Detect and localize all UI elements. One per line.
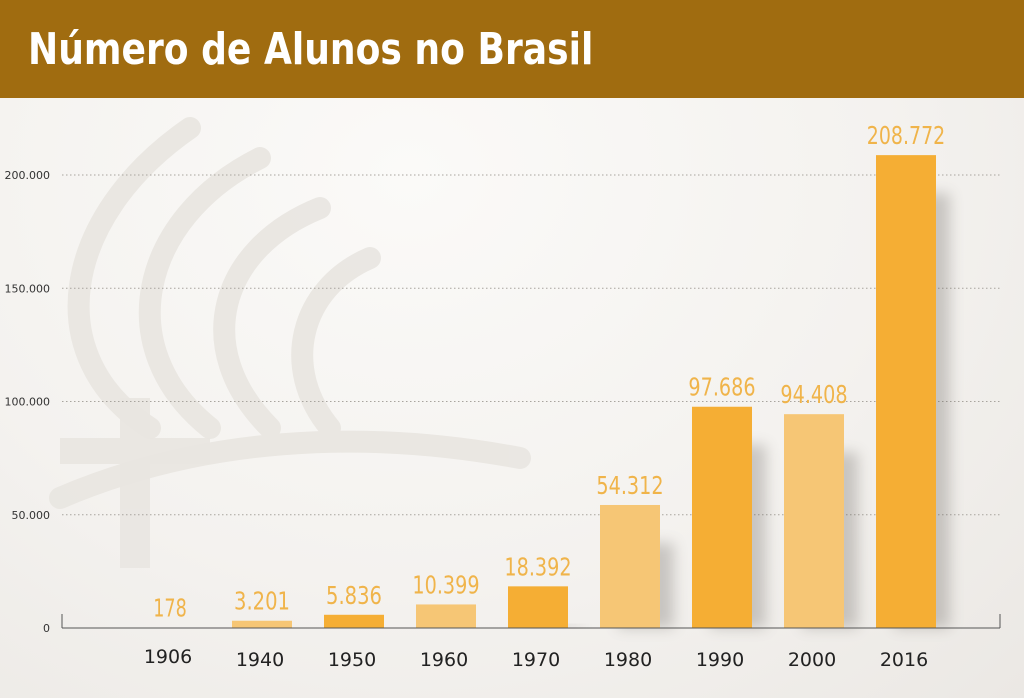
value-label-1960: 10.399: [412, 570, 479, 599]
bar-1970: [508, 586, 568, 628]
x-tick-label-2000: 2000: [788, 649, 836, 671]
value-label-1950: 5.836: [326, 581, 382, 610]
bar-1960: [416, 604, 476, 628]
value-label-2016: 208.772: [867, 121, 945, 150]
y-tick-label: 0: [43, 622, 50, 635]
y-tick-label: 200.000: [5, 169, 51, 182]
value-label-1990: 97.686: [688, 373, 755, 402]
bar-2016: [876, 155, 936, 629]
bar-1940: [232, 620, 292, 628]
value-label-1970: 18.392: [504, 552, 571, 581]
x-tick-label-1980: 1980: [604, 649, 652, 671]
page-title: Número de Alunos no Brasil: [28, 24, 594, 75]
x-tick-label-1970: 1970: [512, 649, 560, 671]
value-label-1906: 178: [153, 594, 187, 623]
y-tick-label: 150.000: [5, 282, 51, 295]
x-tick-label-1950: 1950: [328, 649, 376, 671]
x-tick-label-1960: 1960: [420, 649, 468, 671]
bar-1990: [692, 406, 752, 628]
value-label-1980: 54.312: [596, 471, 663, 500]
bar-2000: [784, 414, 844, 628]
y-tick-label: 50.000: [12, 509, 51, 522]
title-banner: Número de Alunos no Brasil: [0, 0, 1024, 98]
bar-1980: [600, 504, 660, 628]
x-tick-label-1906: 1906: [144, 646, 192, 668]
bar-1950: [324, 614, 384, 628]
x-tick-label-2016: 2016: [880, 649, 928, 671]
value-label-2000: 94.408: [780, 380, 847, 409]
y-tick-label: 100.000: [5, 396, 51, 409]
value-label-1940: 3.201: [234, 587, 290, 616]
x-tick-label-1990: 1990: [696, 649, 744, 671]
logo-watermark: [49, 117, 531, 568]
x-tick-label-1940: 1940: [236, 649, 284, 671]
